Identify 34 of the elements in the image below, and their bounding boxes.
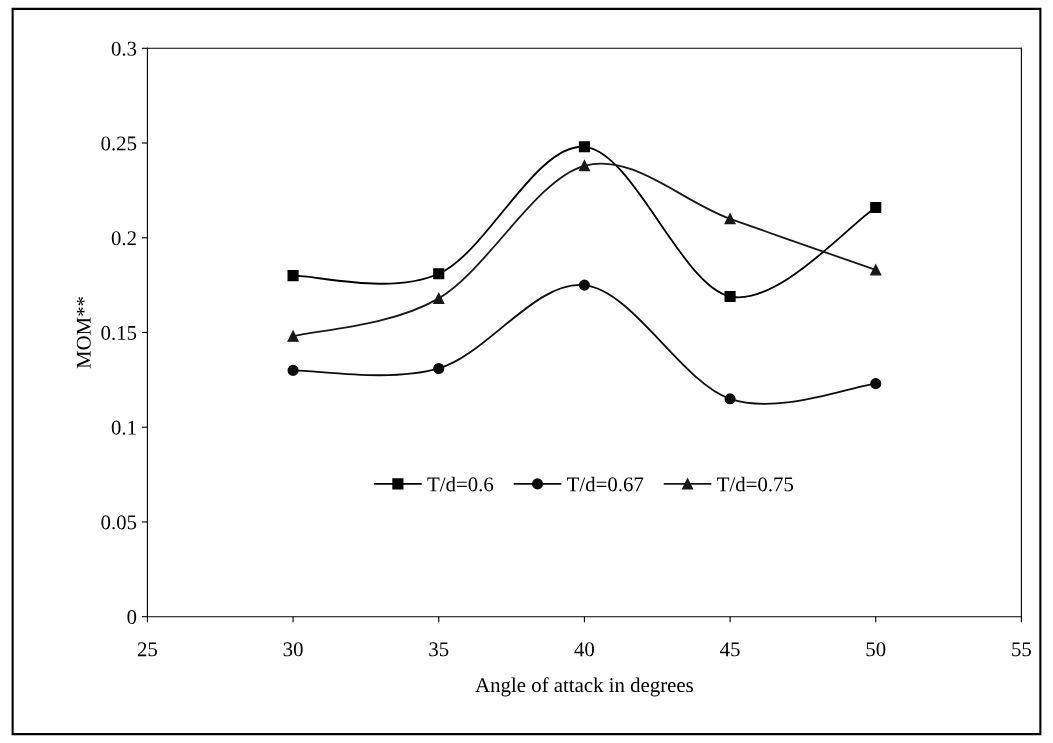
legend-label: T/d=0.67: [567, 476, 644, 492]
point: [287, 270, 299, 282]
point: [724, 213, 736, 225]
y-axis-title: MOM**: [76, 297, 91, 369]
x-tick-label: 25: [137, 642, 158, 657]
legend-label: T/d=0.6: [427, 476, 494, 492]
point: [287, 330, 299, 342]
y-tick-label: 0.25: [101, 136, 137, 151]
y-tick-label: 0: [127, 610, 137, 625]
point: [578, 141, 590, 153]
y-tick-label: 0.3: [111, 41, 137, 56]
y-tick-label: 0.15: [101, 325, 137, 341]
point: [578, 279, 590, 291]
x-tick-label: 55: [1012, 642, 1032, 657]
point: [724, 290, 736, 303]
point: [287, 364, 299, 376]
point: [433, 292, 445, 304]
point: [724, 393, 736, 405]
point: [433, 268, 445, 280]
point: [870, 201, 882, 214]
x-axis-title: Angle of attack in degrees: [475, 677, 693, 697]
y-tick-label: 0.2: [111, 231, 136, 246]
x-tick-label: 35: [429, 642, 449, 657]
y-tick-label: 0.05: [101, 515, 137, 530]
point: [870, 378, 882, 390]
legend-label: T/d=0.75: [717, 476, 794, 492]
x-tick-label: 40: [574, 642, 595, 657]
x-tick-label: 45: [720, 642, 740, 657]
point: [578, 160, 590, 172]
y-tick-label: 0.1: [111, 420, 136, 435]
x-tick-label: 30: [283, 642, 303, 657]
point: [870, 264, 882, 276]
x-tick-label: 50: [866, 642, 886, 657]
point: [433, 362, 445, 375]
